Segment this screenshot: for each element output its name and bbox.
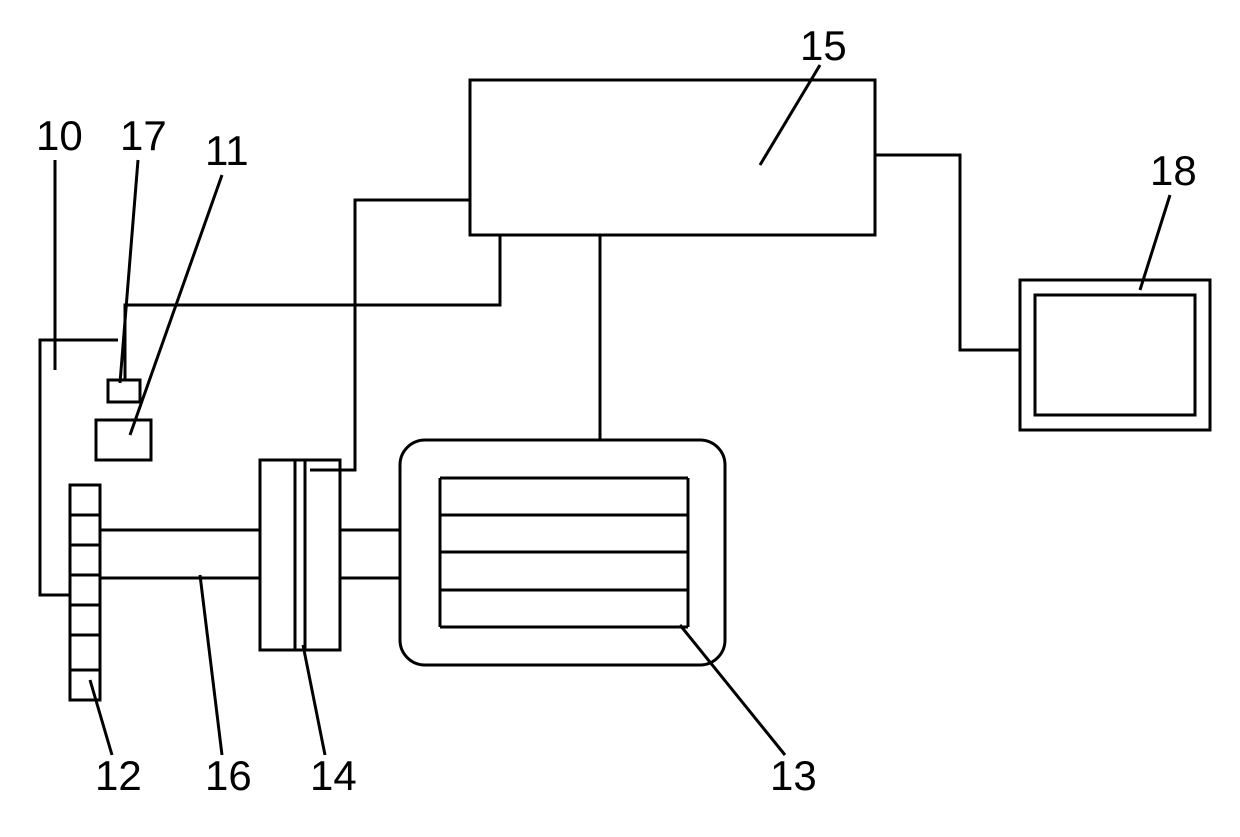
label-n16: 16 <box>205 752 252 799</box>
label-n10: 10 <box>36 112 83 159</box>
wire-c17_to_c15 <box>125 235 500 380</box>
label-n13: 13 <box>770 752 817 799</box>
diagram-canvas: 15 18 10 17 11 12 16 14 13 <box>0 0 1240 837</box>
display-outer <box>1020 280 1210 430</box>
label-n15: 15 <box>800 22 847 69</box>
leader-n18 <box>1140 195 1170 290</box>
leader-n14 <box>303 645 325 755</box>
wire-c15_to_18 <box>875 155 1020 350</box>
label-n14: 14 <box>310 752 357 799</box>
label-n17: 17 <box>120 112 167 159</box>
leader-n16 <box>200 575 222 755</box>
leader-n17 <box>120 160 138 383</box>
controller-box <box>470 80 875 235</box>
leader-n13 <box>680 625 785 755</box>
gear-body <box>70 485 100 700</box>
label-n18: 18 <box>1150 147 1197 194</box>
coupling-outer <box>260 460 340 650</box>
display-inner <box>1035 295 1195 415</box>
block-11 <box>96 420 151 460</box>
label-n11: 11 <box>205 127 249 174</box>
sensor-17 <box>108 380 140 402</box>
wire-c15_to_14 <box>310 200 470 470</box>
bracket-10 <box>40 340 118 595</box>
label-n12: 12 <box>95 752 142 799</box>
